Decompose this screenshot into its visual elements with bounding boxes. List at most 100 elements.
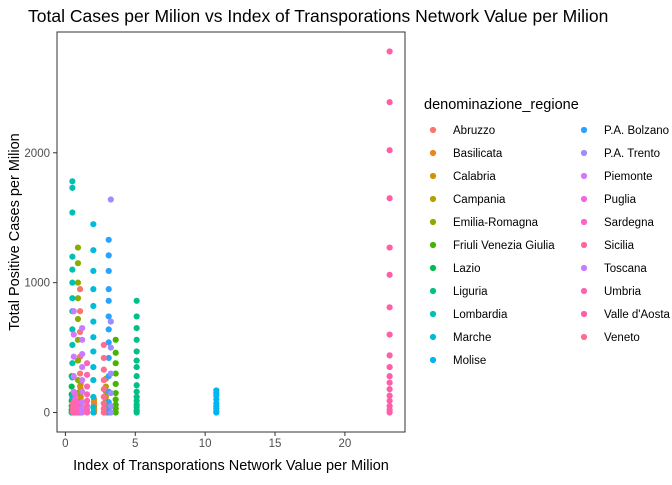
data-point: [386, 402, 393, 410]
legend-key: [429, 241, 437, 249]
data-point: [79, 405, 86, 412]
data-point: [133, 313, 140, 320]
data-point: [100, 366, 107, 373]
data-point: [107, 370, 114, 377]
data-point: [79, 376, 86, 384]
legend-label: P.A. Bolzano: [604, 125, 669, 137]
legend-key: [580, 149, 588, 157]
data-point: [100, 405, 107, 412]
data-point: [70, 308, 77, 315]
data-point: [133, 363, 140, 371]
data-point: [386, 48, 393, 55]
data-point: [90, 393, 97, 401]
data-point: [112, 360, 119, 367]
legend-label: Lazio: [453, 263, 481, 275]
legend-label: Puglia: [604, 194, 637, 206]
data-point: [112, 380, 119, 388]
legend-label: Molise: [453, 355, 486, 367]
data-point: [83, 360, 91, 367]
data-point: [386, 304, 393, 311]
data-point: [69, 209, 76, 216]
data-point: [133, 348, 140, 355]
data-point: [133, 336, 140, 343]
x-axis-ticks: 0 5 10 15 20: [62, 432, 351, 450]
y-axis-label: Total Positive Cases per Milion: [7, 133, 23, 330]
legend-key: [429, 195, 437, 203]
y-tick-label: 1000: [24, 278, 50, 290]
data-point: [133, 393, 140, 401]
data-point: [79, 336, 86, 343]
data-point: [105, 252, 112, 259]
data-point: [76, 286, 84, 293]
data-point: [112, 349, 119, 356]
data-points: [68, 48, 393, 416]
data-point: [386, 99, 393, 106]
legend-key: [429, 218, 437, 226]
data-point: [133, 388, 140, 395]
x-tick-label: 20: [339, 438, 352, 450]
data-point: [112, 401, 119, 408]
y-tick-label: 0: [44, 408, 50, 420]
data-point: [100, 354, 107, 362]
data-point: [70, 373, 77, 380]
data-point: [133, 373, 140, 380]
legend-key: [429, 172, 437, 180]
legend-key: [580, 126, 588, 134]
data-point: [74, 295, 82, 302]
data-point: [133, 382, 140, 389]
legend-key: [580, 241, 588, 249]
data-point: [90, 348, 97, 355]
legend-key: [429, 264, 437, 272]
chart-title: Total Cases per Milion vs Index of Trans…: [28, 6, 608, 26]
data-point: [74, 244, 82, 251]
data-point: [386, 392, 393, 399]
data-point: [69, 400, 77, 407]
legend-key: [580, 333, 588, 341]
legend-label: P.A. Trento: [604, 148, 660, 160]
data-point: [69, 266, 76, 273]
data-point: [90, 334, 97, 341]
data-point: [69, 326, 76, 333]
legend-items: Abruzzo Basilicata Calabria Campania Emilia-…: [429, 125, 671, 367]
data-point: [69, 178, 76, 185]
legend-key: [580, 195, 588, 203]
data-point: [68, 383, 75, 390]
data-point: [105, 339, 112, 346]
data-point: [83, 397, 91, 404]
legend-key: [580, 264, 588, 272]
data-point: [90, 363, 97, 371]
data-point: [72, 391, 79, 398]
data-point: [70, 353, 77, 360]
data-point: [69, 253, 76, 260]
legend-key: [429, 356, 437, 364]
legend-key: [580, 287, 588, 295]
x-tick-label: 0: [62, 438, 68, 450]
legend-key: [429, 287, 437, 295]
data-point: [386, 195, 393, 202]
legend-key: [580, 172, 588, 180]
data-point: [79, 363, 86, 371]
data-point: [74, 260, 82, 267]
legend-label: Liguria: [453, 286, 488, 298]
data-point: [107, 402, 114, 410]
data-point: [100, 376, 107, 384]
data-point: [74, 357, 82, 364]
data-point: [107, 389, 114, 397]
legend-label: Veneto: [604, 332, 640, 344]
data-point: [386, 373, 393, 380]
data-point: [69, 279, 76, 286]
legend: denominazione_regione Abruzzo Basilicata C…: [424, 97, 671, 367]
data-point: [386, 271, 393, 278]
data-point: [69, 184, 76, 191]
data-point: [107, 318, 114, 325]
data-point: [386, 352, 393, 359]
legend-key: [580, 310, 588, 318]
data-point: [90, 302, 97, 310]
data-point: [386, 244, 393, 251]
data-point: [90, 409, 97, 416]
data-point: [69, 295, 76, 302]
legend-label: Sardegna: [604, 217, 654, 229]
legend-label: Valle d'Aosta: [604, 309, 671, 321]
